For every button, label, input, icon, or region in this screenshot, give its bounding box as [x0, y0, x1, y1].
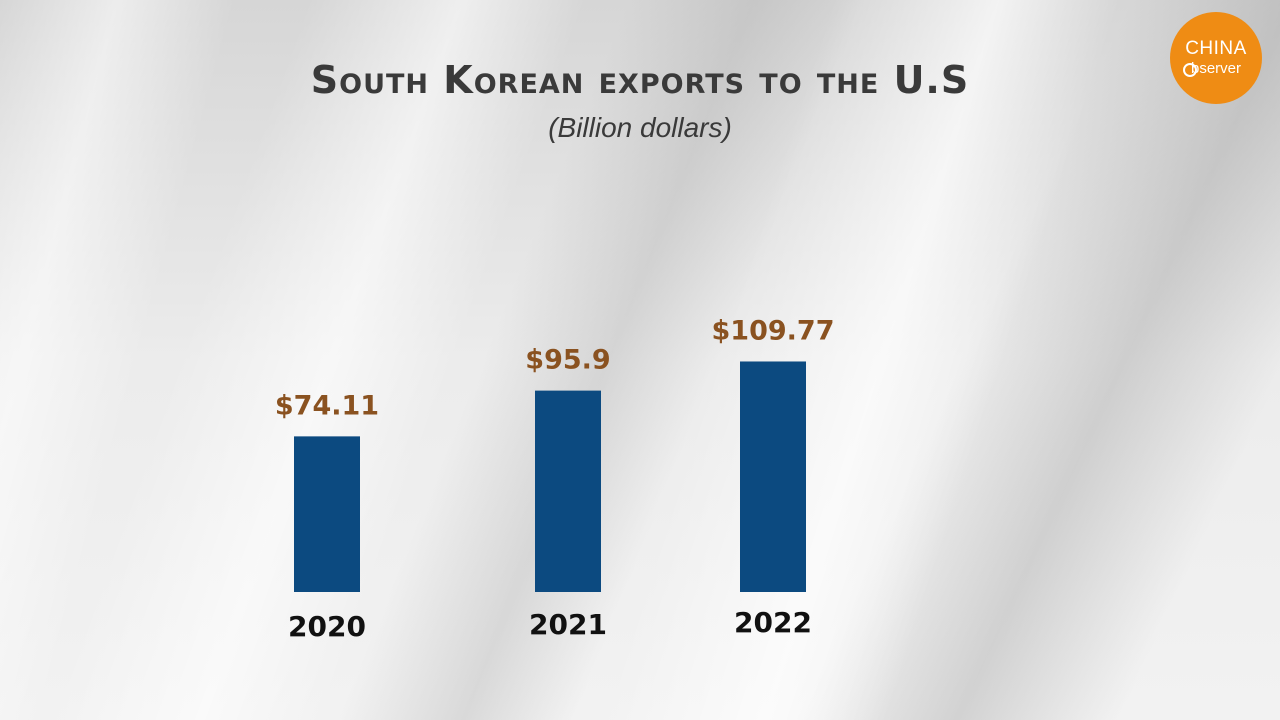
- category-label-2021: 2021: [529, 608, 607, 641]
- value-label-2022: $109.77: [712, 315, 835, 346]
- value-label-2021: $95.9: [525, 345, 610, 376]
- chart-title: South Korean exports to the U.S: [310, 58, 970, 102]
- value-label-2020: $74.11: [275, 390, 379, 421]
- bar-2020: [294, 436, 360, 592]
- magnifier-icon: [1183, 63, 1197, 77]
- logo-text-observer: bserver: [1190, 60, 1242, 77]
- bar-2021: [535, 390, 601, 592]
- china-observer-logo: CHINA bserver: [1170, 12, 1262, 104]
- logo-text-china: CHINA: [1185, 38, 1247, 59]
- category-label-2022: 2022: [734, 606, 812, 639]
- category-label-2020: 2020: [288, 610, 366, 643]
- bar-2022: [740, 361, 806, 592]
- chart-subtitle: (Billion dollars): [548, 112, 732, 143]
